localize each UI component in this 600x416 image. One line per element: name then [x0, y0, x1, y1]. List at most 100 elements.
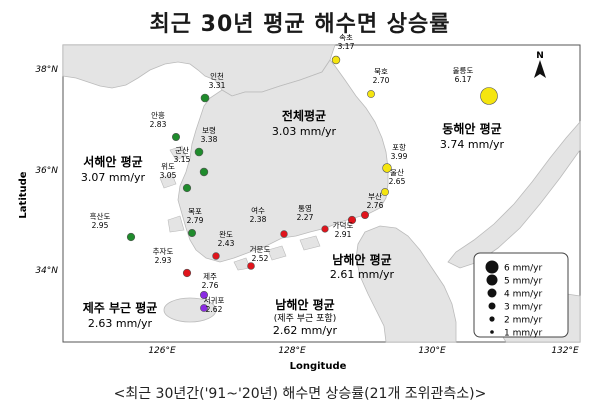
- region-name: 남해안 평균: [332, 252, 391, 267]
- station-marker: [331, 55, 341, 65]
- station-marker: [182, 183, 192, 193]
- legend-label: 5 mm/yr: [504, 277, 542, 287]
- legend-label: 6 mm/yr: [504, 264, 542, 274]
- station-name: 가덕도: [333, 220, 354, 230]
- station-marker: [480, 87, 498, 105]
- station-name: 속초: [339, 33, 353, 42]
- station-marker: [347, 215, 357, 225]
- station-value: 2.95: [92, 221, 109, 230]
- region-value: 2.63 mm/yr: [88, 317, 153, 330]
- map-caption: <최근 30년간('91~'20년) 해수면 상승률(21개 조위관측소)>: [113, 386, 487, 402]
- japan-landmass: [355, 225, 457, 343]
- station-value: 2.79: [187, 216, 204, 225]
- station-name: 묵호: [374, 67, 388, 76]
- station-name: 완도: [219, 230, 233, 239]
- legend-label: 2 mm/yr: [504, 316, 542, 326]
- region-value: 2.62 mm/yr: [273, 324, 338, 337]
- jeju-island: [163, 297, 217, 323]
- region-value: 3.74 mm/yr: [440, 138, 505, 151]
- legend: 6 mm/yr 5 mm/yr 4 mm/yr 3 mm/yr 2 mm/yr 1 mm/…: [473, 252, 569, 339]
- station-value: 2.76: [202, 281, 219, 290]
- ytick-label: 38°N: [35, 65, 58, 75]
- station-name: 흑산도: [90, 211, 111, 221]
- legend-marker: [485, 260, 499, 274]
- ytick-label: 34°N: [35, 266, 58, 276]
- station-value: 2.38: [250, 215, 267, 224]
- station-value: 3.05: [160, 171, 177, 180]
- station-marker: [200, 93, 210, 103]
- station-value: 3.99: [391, 152, 408, 161]
- station-marker: [199, 167, 209, 177]
- station-marker: [172, 133, 181, 142]
- station-value: 3.31: [209, 81, 226, 90]
- map-title: 최근 30년 평균 해수면 상승률: [149, 12, 451, 37]
- station-name: 보령: [202, 126, 216, 135]
- region-value: 3.07 mm/yr: [81, 171, 146, 184]
- station-marker: [360, 211, 369, 220]
- station-name: 목포: [188, 207, 202, 216]
- station-marker: [367, 90, 375, 98]
- y-axis-label: Latitude: [18, 171, 29, 218]
- station-marker: [280, 230, 288, 238]
- station-name: 울산: [390, 167, 404, 177]
- station-marker: [126, 232, 136, 242]
- legend-marker: [489, 316, 495, 322]
- west-coast-islands: [159, 145, 187, 233]
- region-name: 서해안 평균: [83, 154, 142, 169]
- station-name: 여수: [251, 205, 265, 215]
- station-value: 2.76: [367, 201, 384, 210]
- region-name: 동해안 평균: [442, 121, 501, 136]
- region-name: 제주 부근 평균: [83, 301, 158, 315]
- station-name: 안흥: [151, 110, 165, 120]
- station-value: 2.83: [150, 120, 167, 129]
- station-name: 포항: [392, 143, 406, 152]
- region-name: 전체평균: [282, 108, 326, 123]
- station-name: 제주: [203, 272, 217, 281]
- station-marker: [212, 252, 220, 260]
- legend-label: 4 mm/yr: [504, 290, 542, 300]
- station-value: 2.27: [297, 213, 314, 222]
- station-value: 2.43: [218, 239, 235, 248]
- station-name: 거문도: [250, 245, 271, 254]
- station-value: 2.62: [206, 305, 223, 314]
- japan-honshu: [447, 120, 581, 269]
- legend-marker: [490, 330, 494, 334]
- station-marker: [200, 304, 208, 312]
- region-value: 3.03 mm/yr: [272, 125, 337, 138]
- station-value: 3.15: [174, 155, 191, 164]
- station-value: 3.38: [201, 135, 218, 144]
- station-marker: [200, 290, 209, 299]
- station-name: 위도: [161, 162, 175, 171]
- north-label: N: [536, 51, 544, 61]
- station-name: 인천: [210, 71, 224, 81]
- station-value: 2.70: [373, 76, 390, 85]
- station-value: 2.93: [155, 256, 172, 265]
- legend-marker: [487, 288, 497, 298]
- station-markers: [126, 55, 498, 312]
- station-marker: [188, 229, 197, 238]
- legend-marker: [488, 302, 496, 310]
- station-value: 3.17: [338, 42, 355, 51]
- region-value: 2.61 mm/yr: [330, 268, 395, 281]
- station-marker: [182, 268, 192, 278]
- north-arrow-icon: N: [534, 51, 546, 78]
- station-marker: [321, 225, 329, 233]
- x-axis-label: Longitude: [290, 361, 347, 372]
- legend-marker: [486, 274, 498, 286]
- station-value: 2.91: [335, 230, 352, 239]
- station-labels: 속초3.17묵호2.70울릉도6.17포항3.99울산2.65인천3.31안흥2…: [90, 33, 474, 314]
- station-marker: [247, 262, 255, 270]
- station-name: 부산: [368, 191, 382, 201]
- station-marker: [381, 188, 389, 196]
- xtick-label: 128°E: [278, 346, 306, 356]
- ytick-label: 36°N: [35, 166, 58, 176]
- station-marker: [382, 163, 392, 173]
- station-name: 통영: [298, 203, 312, 213]
- station-name: 군산: [175, 145, 189, 155]
- station-name: 추자도: [153, 247, 174, 256]
- station-value: 2.65: [389, 177, 406, 186]
- station-value: 6.17: [455, 75, 472, 84]
- station-marker: [194, 147, 204, 157]
- station-value: 2.52: [252, 254, 269, 263]
